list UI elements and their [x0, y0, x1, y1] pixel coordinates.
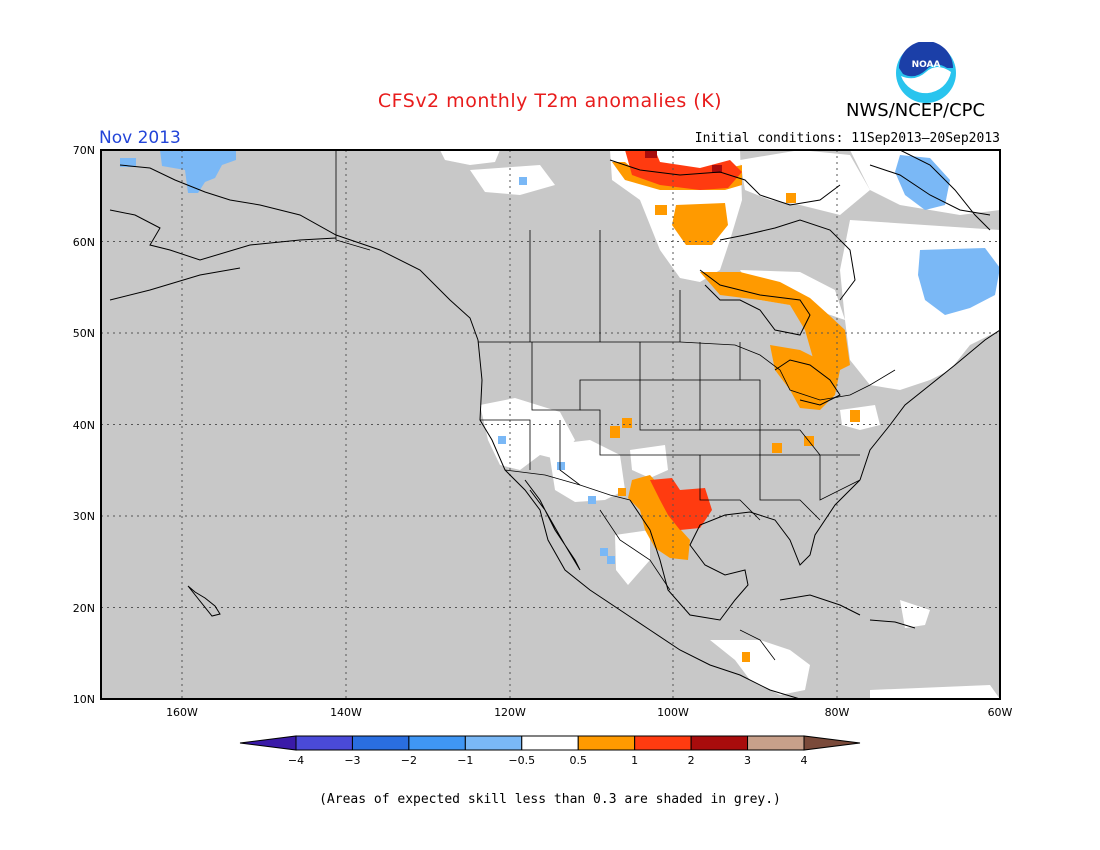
lon-label: 100W	[657, 706, 689, 719]
lat-label: 40N	[73, 419, 95, 432]
colorbar-swatch	[690, 735, 749, 751]
lon-label: 160W	[166, 706, 198, 719]
colorbar-swatch	[747, 735, 805, 751]
lat-label: 70N	[73, 144, 95, 157]
coastlines	[109, 150, 1000, 699]
lat-label: 60N	[73, 236, 95, 249]
noaa-logo-text: NOAA	[912, 60, 941, 70]
lat-label: 50N	[73, 327, 95, 340]
map-title: CFSv2 monthly T2m anomalies (K)	[377, 90, 723, 112]
colorbar-tick-label: −2	[401, 754, 417, 767]
colorbar-swatch	[634, 735, 692, 751]
lon-label: 140W	[330, 706, 362, 719]
colorbar-tick-label: −1	[457, 754, 473, 767]
lat-label: 20N	[73, 602, 95, 615]
noaa-logo: NOAA	[896, 42, 956, 103]
cool-anomaly-regions	[120, 150, 1000, 564]
colorbar-swatch	[351, 735, 410, 751]
longitude-labels: 160W 140W 120W 100W 80W 60W	[166, 706, 1012, 719]
political-borders	[335, 150, 896, 661]
map-frame	[100, 149, 1001, 700]
colorbar-tick-label: 4	[801, 754, 808, 767]
lat-label: 10N	[73, 693, 95, 706]
graticule	[101, 150, 1000, 699]
colorbar-tick-label: 0.5	[569, 754, 587, 767]
colorbar-tick-label: 1	[631, 754, 638, 767]
skill-note: (Areas of expected skill less than 0.3 a…	[319, 792, 781, 807]
colorbar-swatch	[408, 735, 466, 751]
colorbar-max-arrow	[803, 735, 861, 751]
agency-label: NWS/NCEP/CPC	[846, 100, 986, 121]
lon-label: 120W	[494, 706, 526, 719]
colorbar-swatch	[464, 735, 523, 751]
colorbar-tick-label: 2	[688, 754, 695, 767]
colorbar-tick-label: 3	[744, 754, 751, 767]
colorbar-tick-label: −4	[288, 754, 304, 767]
forecast-month: Nov 2013	[99, 128, 181, 148]
colorbar-min-arrow	[239, 735, 297, 751]
colorbar-swatch	[521, 735, 579, 751]
colorbar-swatch	[295, 735, 353, 751]
colorbar-swatch	[577, 735, 636, 751]
colorbar-tick-label: −0.5	[508, 754, 535, 767]
lat-label: 30N	[73, 510, 95, 523]
colorbar-tick-label: −3	[344, 754, 360, 767]
very-warm-anomaly-cells	[645, 150, 722, 173]
latitude-labels: 70N 60N 50N 40N 30N 20N 10N	[73, 144, 95, 706]
colorbar: −4 −3 −2 −1 −0.5 0.5 1 2 3 4	[239, 735, 861, 767]
strong-warm-anomaly-regions	[625, 150, 742, 530]
lon-label: 80W	[825, 706, 850, 719]
initial-conditions: Initial conditions: 11Sep2013–20Sep2013	[694, 131, 1000, 146]
lon-label: 60W	[988, 706, 1013, 719]
